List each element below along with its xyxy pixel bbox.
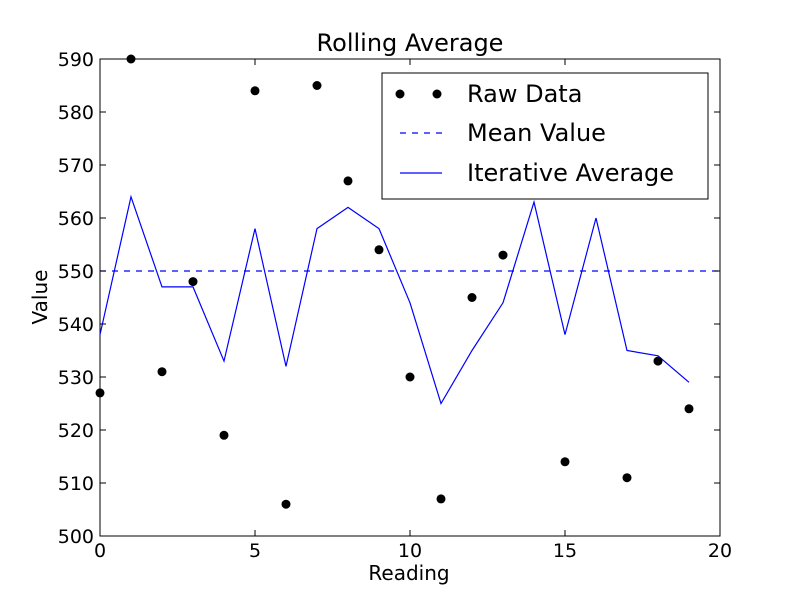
x-axis-label: Reading — [368, 561, 449, 585]
raw-data-point — [312, 81, 322, 90]
x-tick-label: 5 — [249, 540, 261, 562]
y-axis-label: Value — [28, 270, 52, 325]
x-tick-label: 0 — [94, 540, 106, 562]
raw-data-point — [405, 372, 415, 382]
legend-raw-marker-2 — [432, 89, 442, 99]
raw-data-point — [684, 404, 694, 414]
raw-data-point — [157, 367, 167, 377]
raw-data-point — [653, 356, 663, 366]
raw-data-series — [95, 54, 694, 509]
x-tick-label: 20 — [708, 540, 732, 562]
raw-data-point — [436, 494, 446, 504]
y-tick-label: 590 — [58, 49, 94, 71]
axis-ticks — [99, 58, 721, 537]
y-tick-label: 520 — [58, 420, 94, 442]
raw-data-point — [343, 176, 353, 186]
raw-data-point — [250, 86, 260, 96]
y-tick-label: 500 — [58, 526, 94, 548]
raw-data-point — [374, 245, 384, 255]
raw-data-point — [95, 388, 105, 398]
raw-data-point — [560, 457, 570, 467]
legend-entry-mean-value: Mean Value — [400, 119, 606, 147]
y-tick-label: 570 — [58, 155, 94, 177]
y-tick-label: 510 — [58, 473, 94, 495]
iterative-average-series — [99, 194, 690, 405]
y-tick-label: 530 — [58, 367, 94, 389]
iterative-average-line — [99, 194, 690, 405]
y-tick-label: 550 — [58, 261, 94, 283]
raw-data-point — [498, 250, 508, 260]
raw-data-point — [126, 54, 136, 64]
y-tick-label: 560 — [58, 208, 94, 230]
y-tick-label: 540 — [58, 314, 94, 336]
legend-entry-iterative-average: Iterative Average — [400, 159, 674, 187]
y-tick-label: 580 — [58, 102, 94, 124]
raw-data-point — [219, 430, 229, 440]
legend: Raw Data Mean Value Iterative Average — [381, 72, 709, 200]
raw-data-point — [281, 499, 291, 509]
x-tick-label: 15 — [553, 540, 577, 562]
legend-label-mean-value: Mean Value — [467, 119, 606, 147]
legend-label-raw-data: Raw Data — [467, 80, 582, 108]
legend-entry-raw-data: Raw Data — [395, 80, 582, 108]
chart-title: Rolling Average — [317, 29, 504, 57]
x-tick-labels: 0 5 10 15 20 — [94, 540, 732, 562]
raw-data-point — [622, 473, 632, 483]
raw-data-point — [467, 293, 477, 302]
x-tick-label: 10 — [398, 540, 422, 562]
legend-label-iterative-average: Iterative Average — [467, 159, 674, 187]
raw-data-point — [188, 277, 198, 287]
y-tick-labels: 500 510 520 530 540 550 560 570 580 590 — [58, 49, 94, 548]
legend-raw-marker-1 — [395, 89, 405, 99]
